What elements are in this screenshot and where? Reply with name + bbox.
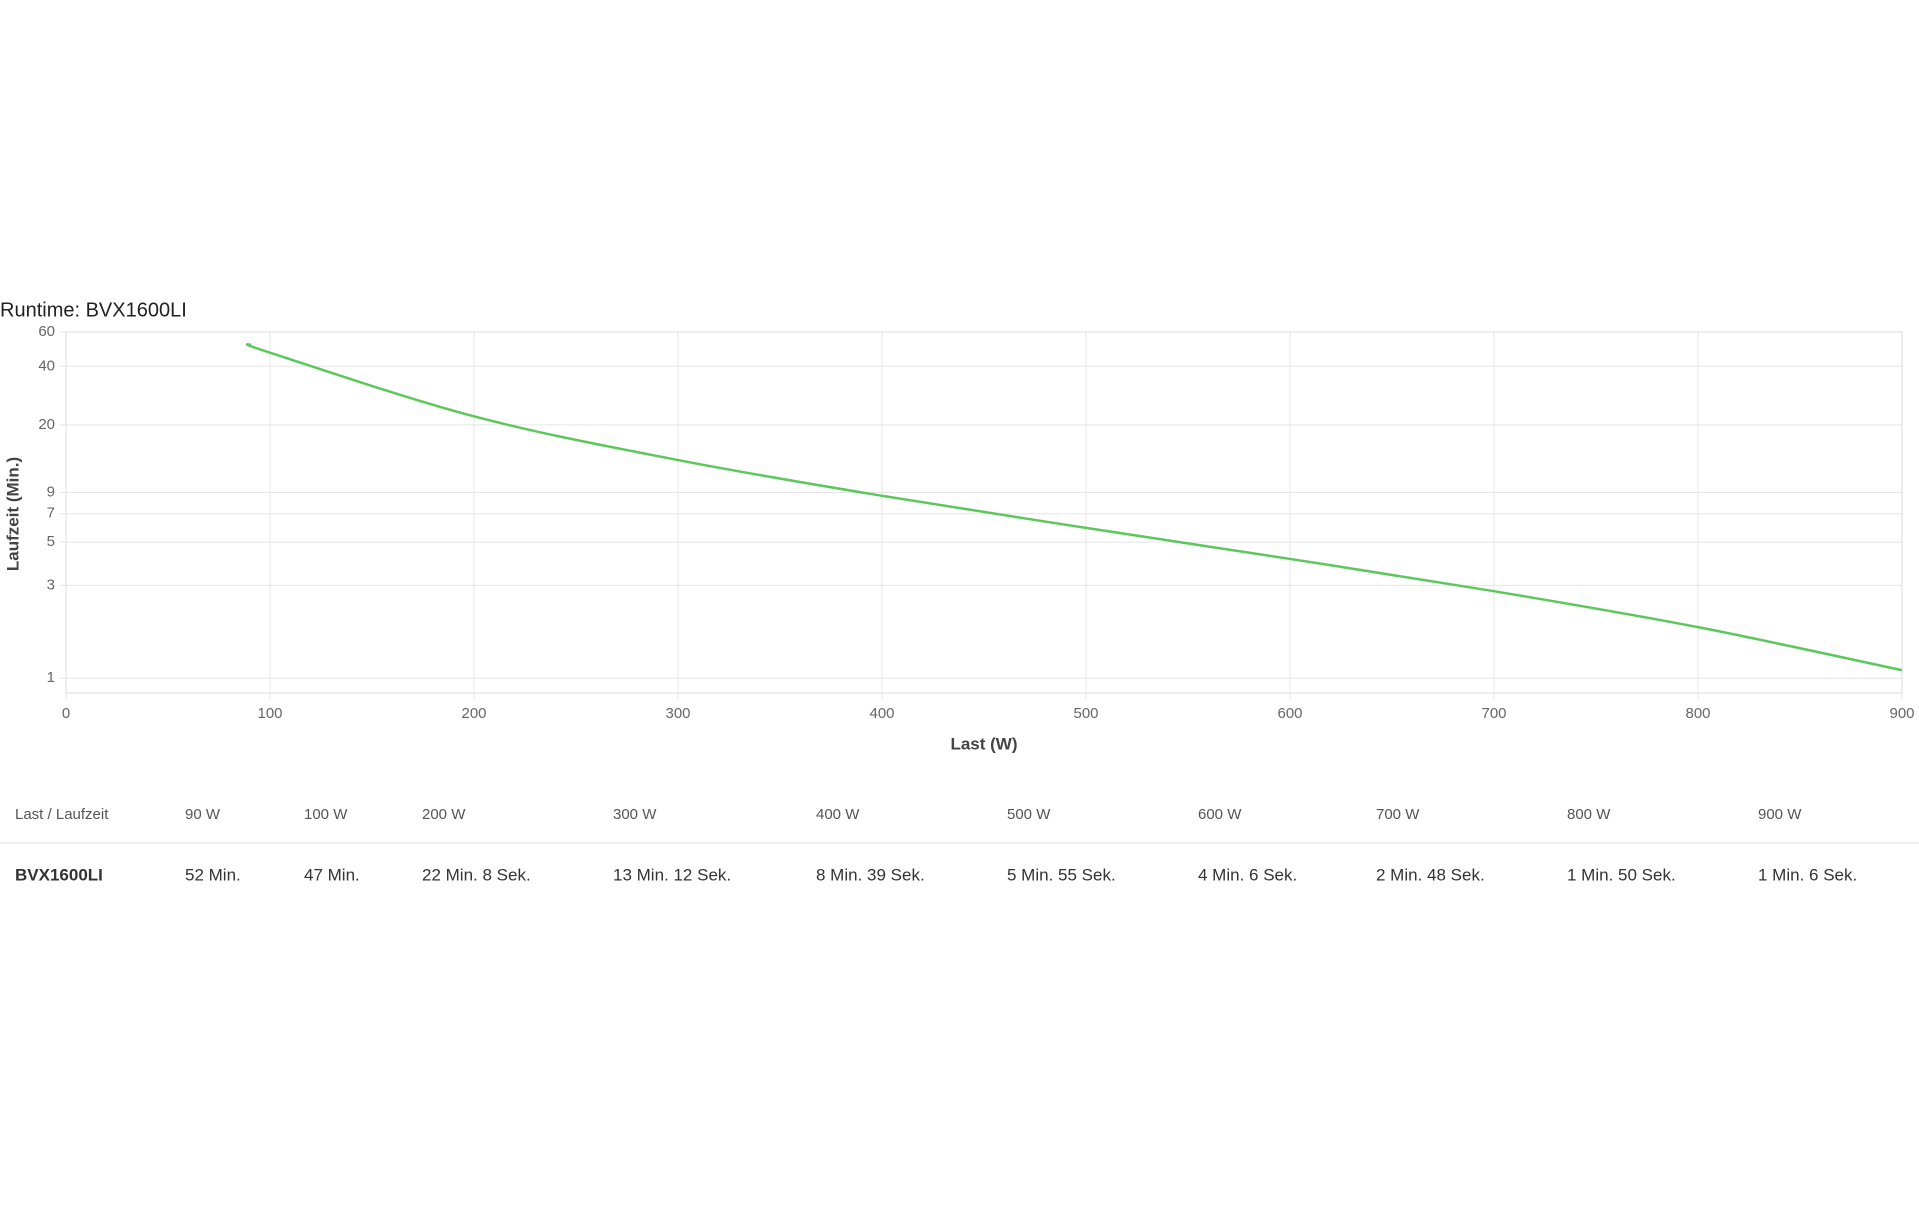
- table-cell: 22 Min. 8 Sek.: [422, 865, 531, 884]
- table-header-cell: 900 W: [1758, 806, 1802, 823]
- table-header-cell: 800 W: [1567, 806, 1611, 823]
- table-cell: 13 Min. 12 Sek.: [613, 865, 731, 884]
- y-tick-label: 5: [47, 533, 55, 550]
- x-tick-label: 700: [1481, 705, 1506, 722]
- table-header-cell: 200 W: [422, 806, 466, 823]
- table-cell: BVX1600LI: [15, 865, 103, 884]
- x-tick-label: 900: [1889, 705, 1914, 722]
- table-cell: 8 Min. 39 Sek.: [816, 865, 925, 884]
- y-tick-label: 3: [47, 576, 55, 593]
- y-axis-label: Laufzeit (Min.): [3, 457, 22, 571]
- y-tick-label: 60: [38, 323, 55, 340]
- table-cell: 5 Min. 55 Sek.: [1007, 865, 1116, 884]
- table-header-cell: Last / Laufzeit: [15, 806, 109, 823]
- x-tick-label: 400: [869, 705, 894, 722]
- table-cell: 52 Min.: [185, 865, 241, 884]
- table-cell: 47 Min.: [304, 865, 360, 884]
- x-axis-label: Last (W): [950, 734, 1017, 753]
- table-cell: 4 Min. 6 Sek.: [1198, 865, 1297, 884]
- table-header-cell: 700 W: [1376, 806, 1420, 823]
- x-tick-label: 100: [257, 705, 282, 722]
- table-header-cell: 90 W: [185, 806, 221, 823]
- x-tick-label: 500: [1073, 705, 1098, 722]
- x-tick-label: 0: [62, 705, 70, 722]
- plot-frame: [65, 331, 1903, 694]
- x-tick-label: 800: [1685, 705, 1710, 722]
- y-tick-label: 20: [38, 416, 55, 433]
- chart-title: Runtime: BVX1600LI: [0, 299, 187, 321]
- y-tick-label: 9: [47, 483, 55, 500]
- table-cell: 1 Min. 50 Sek.: [1567, 865, 1676, 884]
- table-header-cell: 300 W: [613, 806, 657, 823]
- y-tick-label: 7: [47, 505, 55, 522]
- table-header-cell: 400 W: [816, 806, 860, 823]
- table-header-cell: 500 W: [1007, 806, 1051, 823]
- runtime-line: [245, 342, 1903, 672]
- x-tick-label: 200: [461, 705, 486, 722]
- y-tick-label: 1: [47, 669, 55, 686]
- x-tick-label: 300: [665, 705, 690, 722]
- table-header-cell: 600 W: [1198, 806, 1242, 823]
- y-tick-label: 40: [38, 357, 55, 374]
- x-tick-label: 600: [1277, 705, 1302, 722]
- table-header-cell: 100 W: [304, 806, 348, 823]
- table-cell: 1 Min. 6 Sek.: [1758, 865, 1857, 884]
- table-cell: 2 Min. 48 Sek.: [1376, 865, 1485, 884]
